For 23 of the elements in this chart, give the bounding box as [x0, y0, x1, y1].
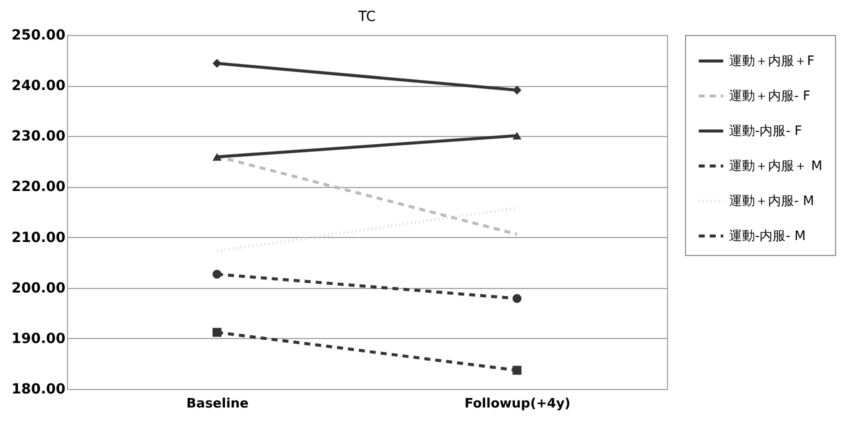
legend-label: 運動-内服- M [729, 229, 806, 244]
legend-label: 運動-内服- F [729, 124, 802, 139]
point [512, 366, 522, 375]
legend-label: 運動＋内服- F [729, 89, 810, 104]
chart-title: TC [357, 9, 376, 25]
y-tick-label: 210.00 [11, 230, 66, 246]
point [512, 294, 522, 303]
point [212, 328, 222, 337]
point [212, 270, 222, 279]
y-tick-label: 200.00 [11, 280, 66, 296]
legend-label: 運動＋内服＋ M [729, 159, 822, 174]
y-tick-label: 250.00 [11, 28, 66, 44]
legend-label: 運動＋内服＋F [729, 54, 814, 69]
y-tick-label: 190.00 [11, 330, 66, 347]
x-tick-label: Baseline [186, 396, 249, 412]
y-tick-label: 240.00 [11, 78, 66, 94]
y-tick-label: 180.00 [11, 382, 66, 398]
y-tick-label: 230.00 [11, 128, 66, 145]
x-tick-label: Followup(+4y) [464, 396, 570, 412]
point [212, 58, 222, 68]
y-tick-label: 220.00 [11, 179, 66, 196]
point [512, 86, 522, 95]
legend-label: 運動＋内服- M [729, 194, 814, 209]
